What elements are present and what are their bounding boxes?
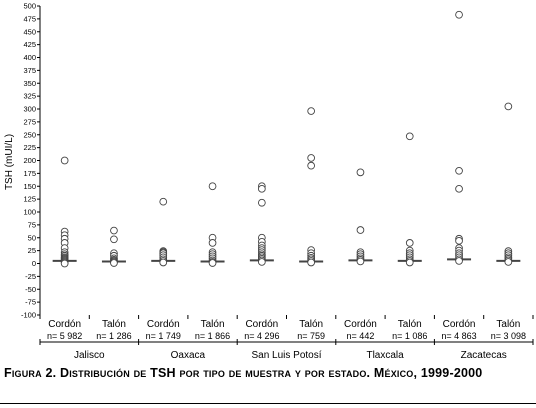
data-point [356, 168, 365, 177]
y-tick-label: 200 [23, 156, 36, 165]
y-tick-label: 450 [23, 27, 36, 36]
plot-area [52, 10, 521, 268]
y-tick-label: 250 [23, 130, 36, 139]
y-tick-label: 75 [28, 220, 36, 229]
data-point [405, 239, 414, 247]
caption-divider [0, 403, 536, 404]
y-tick-label: 275 [23, 117, 36, 126]
y-tick-label: 425 [23, 40, 36, 49]
sample-type-label: Cordón [245, 319, 278, 330]
y-tick-label: 25 [28, 246, 36, 255]
state-label: Jalisco [74, 350, 105, 361]
data-point [455, 236, 463, 245]
y-axis-label: TSH (mUI/L) [4, 134, 15, 190]
data-point [307, 154, 316, 162]
tsh-chart: TSH (mUI/L) -100 -75 -50 -25 0 25 50 75 100 125 15… [4, 2, 534, 361]
y-tick-label: 125 [23, 195, 36, 204]
state-label: Tlaxcala [366, 350, 404, 361]
data-point [307, 107, 316, 115]
y-tick-label: 350 [23, 79, 36, 88]
sample-type-label: Talón [102, 319, 126, 330]
data-point [60, 156, 69, 165]
state-label: San Luis Potosí [251, 350, 321, 361]
y-tick-label: 400 [23, 53, 36, 62]
y-tick-label: -25 [25, 272, 36, 281]
data-point [405, 258, 414, 267]
data-point [208, 259, 217, 267]
data-point [110, 259, 118, 267]
sample-type-label: Cordón [147, 319, 180, 330]
sample-size-label: n= 5 982 [47, 331, 82, 341]
data-point [258, 258, 266, 266]
data-point [455, 257, 463, 265]
y-tick-label: 300 [23, 105, 36, 114]
caption-text: Figura 2. Distribución de TSH por tipo d… [4, 366, 483, 380]
data-point [258, 184, 266, 193]
y-tick-label: 0 [32, 259, 36, 268]
data-point [455, 184, 463, 193]
data-point [159, 258, 168, 267]
sample-type-label: Talón [201, 319, 225, 330]
data-point [159, 197, 168, 206]
data-point [110, 235, 118, 244]
sample-size-label: n= 1 286 [96, 331, 131, 341]
sample-size-label: n= 759 [297, 331, 325, 341]
y-tick-label: 225 [23, 143, 36, 152]
data-point [455, 166, 463, 175]
sample-size-label: n= 3 098 [491, 331, 526, 341]
state-label: Oaxaca [171, 350, 206, 361]
data-point [504, 102, 513, 111]
y-tick-label: 50 [28, 233, 36, 242]
y-tick-label: 325 [23, 92, 36, 101]
data-point [110, 226, 118, 235]
y-tick-label: 150 [23, 182, 36, 191]
sample-type-label: Talón [299, 319, 323, 330]
data-point [307, 161, 316, 170]
y-tick-label: 375 [23, 66, 36, 75]
data-point [455, 10, 463, 19]
data-point [356, 226, 365, 234]
data-point [504, 258, 513, 266]
sample-size-label: n= 4 296 [244, 331, 279, 341]
sample-size-label: n= 1 749 [146, 331, 181, 341]
y-tick-label: -50 [25, 285, 36, 294]
data-point [307, 258, 316, 267]
y-tick-label: -75 [25, 298, 36, 307]
data-point [405, 132, 414, 141]
y-tick-label: 500 [23, 2, 36, 11]
data-point [60, 259, 69, 268]
sample-type-label: Talón [398, 319, 422, 330]
sample-size-label: n= 4 863 [441, 331, 476, 341]
sample-size-label: n= 442 [347, 331, 375, 341]
figure-caption: Figura 2. Distribución de TSH por tipo d… [4, 366, 532, 381]
y-tick-label: 175 [23, 169, 36, 178]
y-tick-label: 475 [23, 14, 36, 23]
sample-size-label: n= 1 086 [392, 331, 427, 341]
state-label: Zacatecas [461, 350, 507, 361]
data-point [208, 239, 217, 247]
y-tick-label: -100 [21, 311, 36, 320]
data-point [208, 182, 217, 191]
sample-type-label: Cordón [48, 319, 81, 330]
sample-size-label: n= 1 866 [195, 331, 230, 341]
data-point [356, 257, 365, 266]
sample-type-label: Cordón [443, 319, 476, 330]
sample-type-label: Cordón [344, 319, 377, 330]
data-point [258, 198, 266, 207]
y-axis: -100 -75 -50 -25 0 25 50 75 100 125 150 175 200 225 25… [21, 2, 41, 320]
sample-type-label: Talón [496, 319, 520, 330]
y-tick-label: 100 [23, 208, 36, 217]
